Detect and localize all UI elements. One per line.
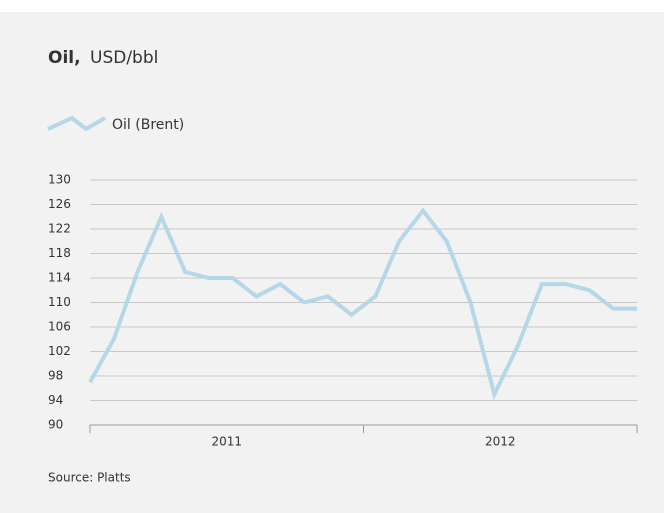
chart-subtitle: USD/bbl	[90, 48, 158, 68]
legend-swatch	[47, 115, 107, 132]
y-tick-label: 114	[48, 271, 71, 285]
legend-label: Oil (Brent)	[112, 117, 184, 133]
y-tick-label: 130	[48, 173, 71, 187]
y-tick-label: 94	[48, 393, 63, 407]
y-tick-label: 122	[48, 222, 71, 236]
x-tick-label: 2012	[485, 435, 516, 449]
x-tick-label: 2011	[211, 435, 242, 449]
y-tick-label: 98	[48, 369, 63, 383]
y-tick-label: 118	[48, 246, 71, 260]
y-tick-label: 106	[48, 320, 71, 334]
panel	[0, 12, 664, 513]
line	[88, 207, 637, 401]
y-tick-label: 102	[48, 344, 71, 358]
y-tick-label: 90	[48, 418, 63, 432]
y-tick-label: 126	[48, 197, 71, 211]
source: Source: Platts	[48, 471, 131, 485]
chart-title: Oil,	[48, 48, 81, 68]
y-tick-label: 110	[48, 295, 71, 309]
